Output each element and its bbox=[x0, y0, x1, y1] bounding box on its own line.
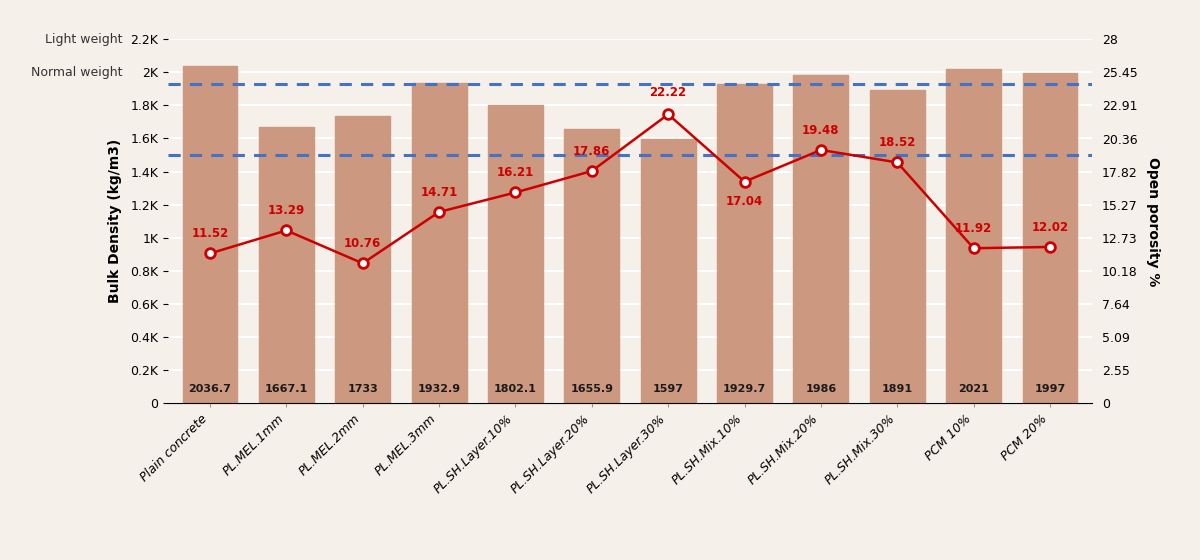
Y-axis label: Bulk Density (kg/m3): Bulk Density (kg/m3) bbox=[108, 139, 122, 304]
Bar bbox=[488, 105, 542, 403]
Text: Light weight: Light weight bbox=[44, 32, 122, 46]
Text: 11.52: 11.52 bbox=[191, 227, 229, 240]
Y-axis label: Open porosity %: Open porosity % bbox=[1146, 156, 1159, 286]
Text: 14.71: 14.71 bbox=[420, 186, 457, 199]
Bar bbox=[641, 139, 696, 403]
Text: 1932.9: 1932.9 bbox=[418, 384, 461, 394]
Bar bbox=[182, 66, 238, 403]
Bar bbox=[1022, 73, 1078, 403]
Text: 1986: 1986 bbox=[805, 384, 836, 394]
Text: 10.76: 10.76 bbox=[344, 237, 382, 250]
Text: 17.86: 17.86 bbox=[574, 145, 611, 158]
Text: 1667.1: 1667.1 bbox=[265, 384, 308, 394]
Text: 16.21: 16.21 bbox=[497, 166, 534, 179]
Bar bbox=[870, 90, 925, 403]
Bar bbox=[793, 74, 848, 403]
Text: 1802.1: 1802.1 bbox=[494, 384, 536, 394]
Bar bbox=[259, 127, 314, 403]
Text: 19.48: 19.48 bbox=[802, 124, 840, 137]
Text: 1891: 1891 bbox=[882, 384, 913, 394]
Text: 13.29: 13.29 bbox=[268, 204, 305, 217]
Text: Normal weight: Normal weight bbox=[31, 66, 122, 79]
Bar bbox=[412, 83, 467, 403]
Text: 1997: 1997 bbox=[1034, 384, 1066, 394]
Text: 2036.7: 2036.7 bbox=[188, 384, 232, 394]
Text: 22.22: 22.22 bbox=[649, 86, 686, 99]
Text: 12.02: 12.02 bbox=[1032, 221, 1068, 234]
Text: 11.92: 11.92 bbox=[955, 222, 992, 235]
Text: 2021: 2021 bbox=[958, 384, 989, 394]
Text: 1655.9: 1655.9 bbox=[570, 384, 613, 394]
Text: 17.04: 17.04 bbox=[726, 195, 763, 208]
Bar bbox=[335, 116, 390, 403]
Text: 1733: 1733 bbox=[347, 384, 378, 394]
Bar bbox=[946, 69, 1001, 403]
Bar bbox=[718, 84, 772, 403]
Text: 1597: 1597 bbox=[653, 384, 684, 394]
Text: 1929.7: 1929.7 bbox=[722, 384, 766, 394]
Text: 18.52: 18.52 bbox=[878, 137, 916, 150]
Bar bbox=[564, 129, 619, 403]
